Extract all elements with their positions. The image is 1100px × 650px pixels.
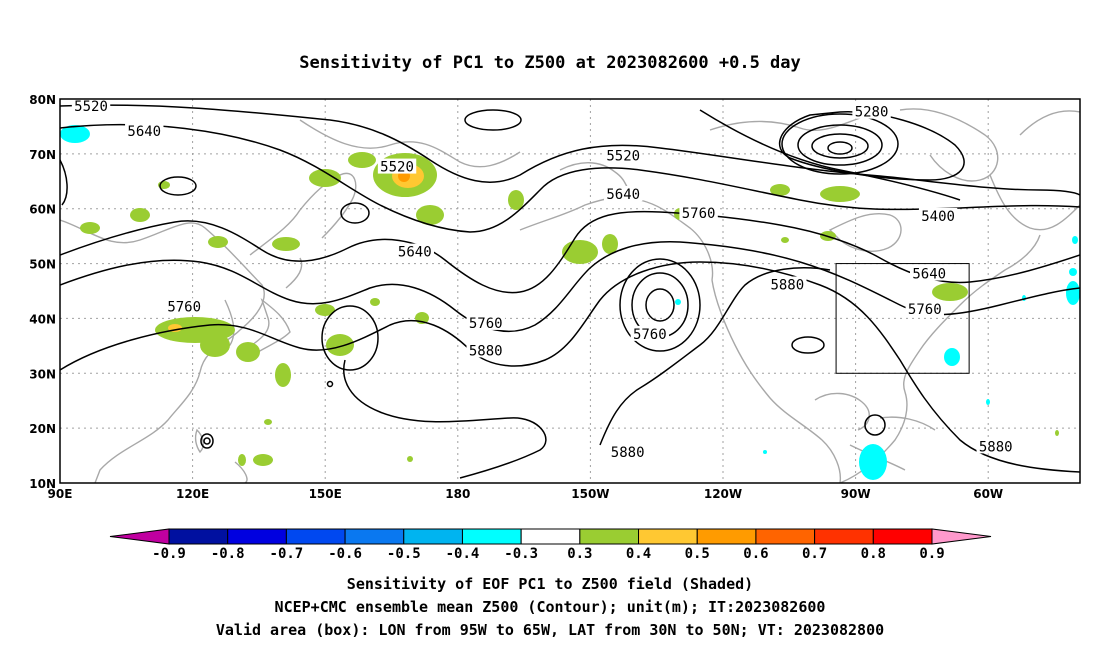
colorbar-tick-label: 0.8 (861, 546, 886, 562)
contour-label: 5400 (921, 209, 955, 225)
footer-line-2: NCEP+CMC ensemble mean Z500 (Contour); u… (275, 598, 826, 616)
colorbar-right-arrow (931, 528, 992, 545)
contour-label: 5640 (398, 245, 432, 261)
lon-tick-label: 120E (176, 487, 209, 501)
contour-label-bg (608, 443, 647, 459)
contour-label-bg (377, 158, 417, 174)
contour-label: 5760 (682, 206, 716, 222)
contour-label: 5640 (912, 267, 946, 283)
colorbar-tick-label: -0.7 (270, 546, 304, 562)
contour-label-bg (466, 314, 505, 330)
contour-label-bg (918, 207, 958, 223)
lon-tick-label: 150W (571, 487, 609, 501)
contour-label-bg (604, 186, 643, 201)
contour-label: 5760 (633, 327, 667, 343)
graticule (60, 99, 1080, 483)
contour-label-bg (630, 325, 670, 341)
map-area: 5520 5640 5520 5640 5520 5640 5760 5280 5400 5640… (60, 99, 1080, 483)
colorbar-swatch (403, 528, 463, 545)
lat-tick-label: 30N (29, 367, 56, 381)
colorbar-tick-label: 0.9 (919, 546, 944, 562)
contour-label: 5520 (606, 149, 640, 165)
contour-label-bg (164, 298, 204, 314)
colorbar-swatch (227, 528, 287, 545)
contour-label: 5880 (611, 445, 645, 461)
colorbar-tick-label: -0.9 (152, 546, 186, 562)
lon-tick-label: 120W (704, 487, 742, 501)
contour-label-bg (768, 276, 807, 292)
colorbar-tick-label: -0.3 (504, 546, 538, 562)
contour-label-bg (905, 301, 944, 317)
colorbar-swatch (872, 528, 933, 545)
colorbar-swatch (520, 528, 581, 545)
map-frame (59, 98, 1081, 484)
lon-tick-label: 150E (309, 487, 342, 501)
contour-label-bg (604, 147, 643, 163)
colorbar-swatch (344, 528, 405, 545)
contour-labels: 5520 5640 5520 5640 5520 5640 5760 5280 5400 5640… (71, 99, 1015, 461)
lat-tick-label: 70N (29, 148, 56, 162)
colorbar-swatch (285, 528, 346, 545)
contour-label: 5520 (74, 99, 108, 115)
contour-label-bg (910, 265, 949, 281)
contour-label: 5760 (167, 299, 201, 315)
lon-tick-label: 60W (973, 487, 1003, 501)
contour-label: 5280 (855, 105, 889, 121)
lat-tick-label: 10N (29, 477, 56, 491)
contour-label-bg (71, 99, 111, 114)
contour-label-bg (466, 342, 505, 358)
colorbar-swatch (696, 528, 757, 545)
colorbar-swatch (638, 528, 698, 545)
colorbar-tick-label: 0.7 (802, 546, 827, 562)
colorbar-swatch (814, 528, 874, 545)
colorbar-tick-label: -0.4 (446, 546, 480, 562)
lon-tick-label: 90W (841, 487, 871, 501)
colorbar-tick-label: -0.8 (211, 546, 245, 562)
lat-tick-label: 20N (29, 422, 56, 436)
lat-tick-label: 40N (29, 312, 56, 326)
contour-label-bg (125, 122, 164, 138)
lat-tick-label: 80N (29, 93, 56, 107)
contour-label: 5760 (908, 302, 942, 318)
sensitivity-shading (60, 125, 1080, 480)
footer-line-1: Sensitivity of EOF PC1 to Z500 field (Sh… (347, 575, 753, 593)
colorbar-tick-label: -0.6 (328, 546, 362, 562)
lat-tick-label: 60N (29, 203, 56, 217)
colorbar-tick-label: 0.3 (567, 546, 592, 562)
lon-tick-label: 90E (48, 487, 73, 501)
coastlines (60, 108, 1080, 483)
valid-area-box (835, 263, 970, 374)
contour-label-bg (852, 103, 891, 119)
contour-label: 5880 (770, 278, 804, 294)
contour-label: 5760 (469, 316, 503, 332)
colorbar-swatch (755, 528, 816, 545)
colorbar-tick-label: 0.6 (743, 546, 768, 562)
colorbar-tick-label: -0.5 (387, 546, 421, 562)
figure-title: Sensitivity of PC1 to Z500 at 2023082600… (299, 53, 801, 73)
colorbar-tick-label: 0.5 (685, 546, 710, 562)
contour-label: 5520 (380, 160, 414, 176)
colorbar-tick-label: 0.4 (626, 546, 651, 562)
z500-contours (60, 104, 1080, 479)
contour-label: 5880 (469, 343, 503, 359)
contour-label: 5640 (606, 187, 640, 203)
footer-line-3: Valid area (box): LON from 95W to 65W, L… (216, 621, 884, 639)
contour-label: 5640 (127, 124, 161, 140)
lon-tick-label: 180 (445, 487, 470, 501)
colorbar-left-arrow (109, 528, 170, 545)
colorbar: -0.9 -0.8 -0.7 -0.6 -0.5 -0.4 -0.3 0.3 0.4 0.5 0.6… (109, 528, 992, 562)
colorbar-swatch (168, 528, 229, 545)
contour-label-bg (395, 243, 434, 259)
contour-label-bg (679, 205, 718, 221)
contour-label-bg (976, 438, 1015, 454)
lat-tick-label: 50N (29, 258, 56, 272)
colorbar-swatch (579, 528, 640, 545)
colorbar-swatch (461, 528, 522, 545)
contour-label: 5880 (979, 439, 1013, 455)
